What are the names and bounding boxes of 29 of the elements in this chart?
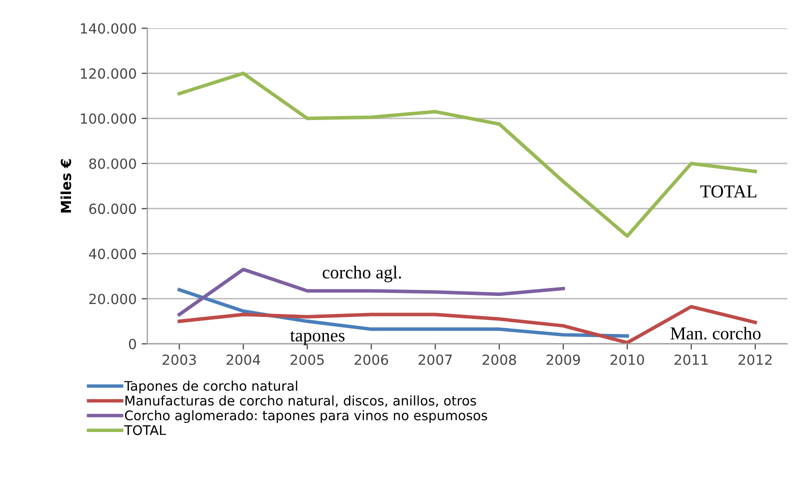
- y-tick-label: 80.000: [89, 158, 136, 169]
- x-tick-label: 2011: [674, 354, 708, 365]
- y-axis-title: Miles €: [60, 159, 72, 213]
- y-tick-label: 0: [128, 338, 136, 350]
- annotation: TOTAL: [700, 185, 756, 198]
- annotation: Man. corcho: [670, 326, 761, 340]
- x-tick-label: 2010: [610, 354, 644, 365]
- x-tick-label: 2003: [162, 354, 196, 365]
- legend-label: TOTAL: [124, 425, 166, 436]
- x-tick-label: 2012: [738, 354, 772, 365]
- y-tick-label: 60.000: [89, 204, 136, 214]
- line-series: [178, 268, 566, 316]
- annotation: tapones: [290, 331, 344, 346]
- x-tick-label: 2005: [290, 354, 324, 365]
- legend-label: Tapones de corcho natural: [124, 380, 298, 394]
- annotation: corcho agl.: [322, 266, 402, 282]
- x-tick-label: 2004: [226, 354, 260, 365]
- x-tick-label: 2006: [354, 354, 388, 365]
- y-tick-label: 20.000: [89, 294, 136, 304]
- line-series: [178, 72, 757, 238]
- legend-label: Corcho aglomerado: tapones para vinos no espumosos: [124, 410, 488, 423]
- x-tick-label: 2009: [546, 354, 580, 365]
- y-tick-label: 140.000: [80, 23, 136, 34]
- y-tick-label: 40.000: [88, 248, 136, 260]
- y-tick-label: 100.000: [80, 113, 136, 124]
- x-tick-label: 2008: [482, 354, 516, 365]
- legend-label: Manufacturas de corcho natural, discos, anillos, otros: [126, 395, 476, 407]
- y-tick-label: 120.000: [80, 68, 136, 79]
- x-tick-label: 2007: [418, 354, 452, 365]
